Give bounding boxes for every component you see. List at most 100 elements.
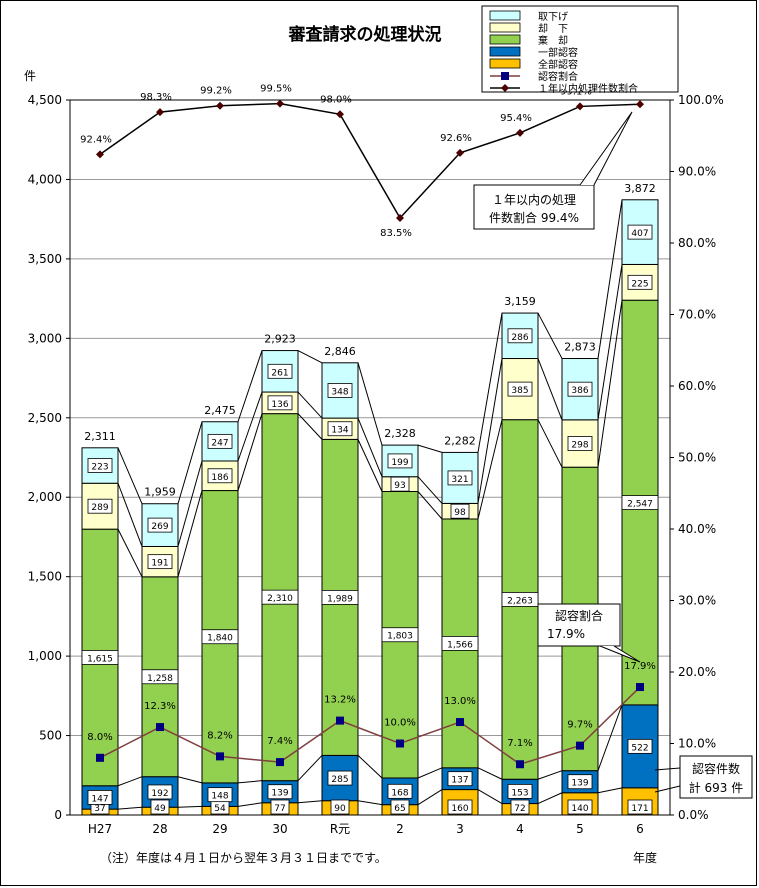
total-label: 1,959 [144,486,176,499]
total-label: 3,159 [504,295,536,308]
total-label: 2,475 [204,404,236,417]
within-year-point [636,100,644,109]
data-label: 261 [271,368,288,378]
data-label-box [510,799,530,815]
data-label: 77 [274,804,285,814]
series-connector [537,419,563,468]
data-label-box [627,274,653,290]
legend-label: 全部認容 [538,58,578,71]
data-label-box [441,636,479,651]
y2-tick-label: 100.0% [678,93,724,107]
series-connector [417,476,443,504]
y2-tick-label: 10.0% [678,737,716,751]
data-label: 321 [451,475,468,485]
approval-rate-point [576,741,584,750]
within-year-point [516,128,524,137]
series-connector [597,704,623,771]
data-label: 65 [394,804,405,814]
x-tick-label: 30 [272,822,287,836]
legend-swatch [489,22,521,33]
approval-rate-label: 17.9% [624,661,656,672]
data-label-box [567,381,593,397]
data-label: 2,263 [507,596,533,606]
data-label: 225 [631,279,648,289]
callout-approval-count [679,755,753,799]
data-label-box [447,799,473,815]
data-label: 285 [331,775,348,785]
data-label: 1,615 [87,654,113,664]
series-connector [177,421,203,504]
x-tick-label: 4 [516,822,524,836]
callout-text: 件数割合 99.4% [489,210,579,225]
data-label-box [150,799,170,815]
series-connector [477,312,503,453]
callout-approval-rate [537,603,621,647]
data-label: 137 [451,776,468,786]
data-label-box [267,784,293,800]
data-label: 1,566 [447,640,473,650]
y2-tick-label: 80.0% [678,236,716,250]
data-label: 168 [391,788,408,798]
data-label-box [507,784,533,799]
data-label: 186 [211,473,228,483]
series-connector [357,800,383,806]
within-year-label: 92.4% [80,134,112,145]
data-label-box [147,517,173,533]
legend-marker-approval [501,72,509,80]
y-tick-label: 2,500 [28,411,62,425]
within-year-label: 83.5% [380,228,412,239]
legend-marker-within-year [501,84,509,92]
x-tick-label: H27 [88,822,112,836]
total-label: 2,328 [384,427,416,440]
callout-text: 17.9% [547,627,585,641]
data-label: 223 [91,463,108,473]
series-connector [177,490,203,577]
series-connector [297,800,323,804]
data-label-box [321,590,359,605]
series-connector [417,444,443,453]
x-tick-label: 29 [212,822,227,836]
data-label: 139 [271,789,288,799]
total-label: 2,282 [444,434,476,447]
data-label-box [141,669,179,685]
series-connector [237,780,263,784]
data-label: 191 [151,559,168,569]
series-connector [177,776,203,784]
data-label: 385 [511,386,528,396]
series-connector [477,358,503,504]
series-connector [537,792,563,805]
data-label-box [207,433,233,449]
series-connector [537,358,563,421]
series-connector [597,199,623,359]
series-connector [477,789,503,804]
within-year-label: 98.0% [320,94,352,105]
data-label: 2,547 [627,500,653,510]
y2-tick-label: 40.0% [678,522,716,536]
legend-label: 認容割合 [538,70,578,83]
series-connector [417,767,443,779]
series-connector [417,491,443,520]
data-label: 93 [394,481,405,491]
series-connector [177,460,203,547]
total-label: 2,873 [564,341,596,354]
callout-text: 計 693 件 [689,780,744,795]
within-year-point [336,110,344,119]
total-label: 2,311 [84,430,116,443]
y-tick-label: 4,500 [28,93,62,107]
data-label-box [327,421,353,437]
data-label-box [270,799,290,815]
data-label-box [627,799,653,815]
series-connector [117,776,143,787]
series-connector [357,755,383,779]
data-label-box [621,495,659,510]
approval-rate-label: 7.4% [267,736,292,747]
data-label: 298 [571,441,588,451]
data-label-box [147,554,173,570]
x-tick-label: R元 [330,822,350,836]
data-label: 147 [91,794,108,804]
legend-swatch [489,10,521,21]
approval-rate-label: 8.0% [87,732,112,743]
x-tick-label: 5 [576,822,584,836]
